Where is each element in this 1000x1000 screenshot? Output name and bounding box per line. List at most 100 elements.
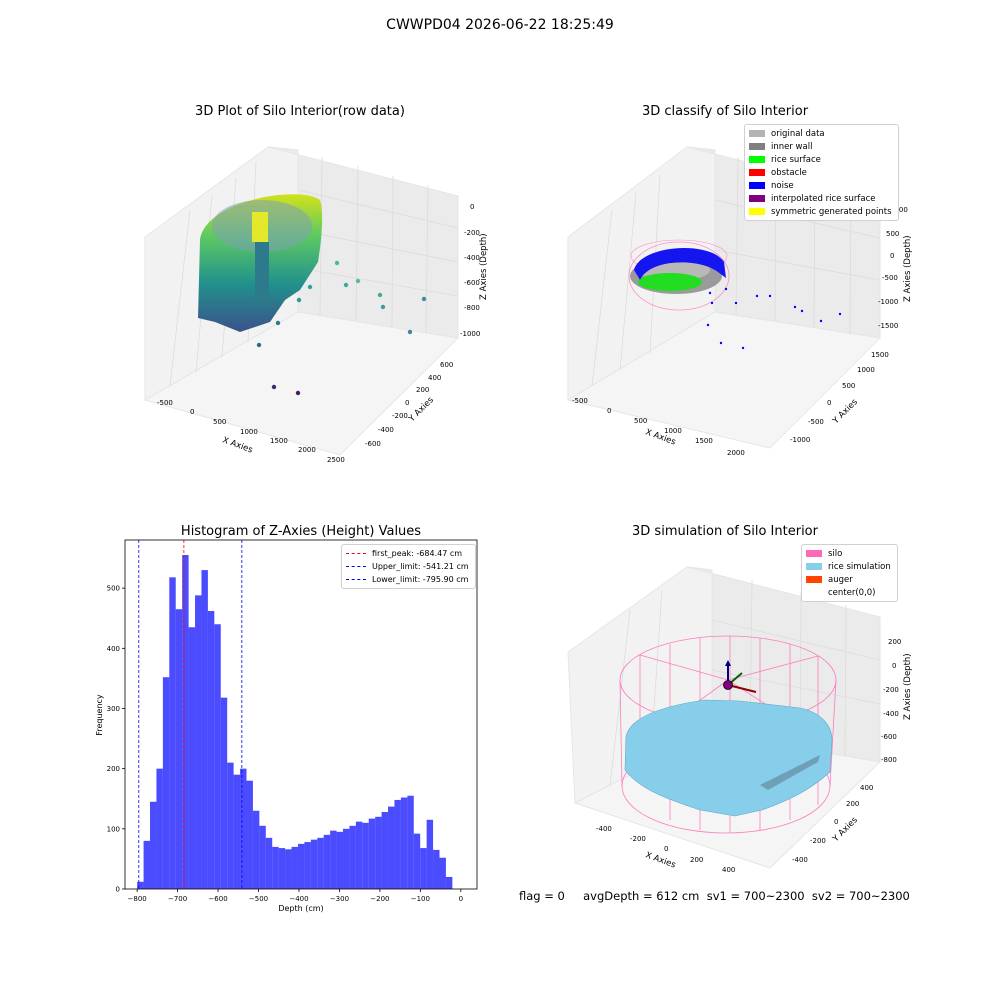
sim-ztick: -800 [881,756,897,764]
classify-noise-points [706,287,842,350]
raw-ztick: -200 [464,229,480,237]
classify-ytick: 1000 [857,366,875,374]
raw-scatter-points [256,260,427,396]
histogram-bar [381,811,389,889]
raw-xtick: 1000 [240,428,258,436]
histogram-bar [156,768,163,889]
histogram-bar [240,768,247,889]
histogram-bar [323,834,331,889]
classify-ztick: 0 [890,252,894,260]
sim-z-tick-labels: 200 0 -200 -400 -600 -800 [881,638,901,764]
raw-ztick: 0 [470,203,474,211]
histogram-bar [169,577,176,889]
histogram-bar [388,806,395,889]
legend-label: rice surface [771,154,821,165]
raw-ztick: -400 [464,254,480,262]
sim-auger-arrow-z [725,660,731,666]
sim-ytick: 200 [846,800,859,808]
legend-item: interpolated rice surface [749,192,892,205]
raw-ztick: -1000 [460,330,480,338]
legend-line [346,553,366,554]
raw-z-tick-labels: 0 -200 -400 -600 -800 -1000 [460,203,480,338]
histogram-bar [297,843,305,889]
histogram-bar [188,627,196,889]
raw-x-axis-label: X Axies [221,435,254,455]
classify-z-axis-label: Z Axies (Depth) [903,235,913,302]
classify-3d-plot[interactable]: -500 0 500 1000 1500 2000 X Axies -1000 … [500,0,1000,500]
histogram-bar [265,837,273,889]
histogram-bar [433,849,440,889]
raw-panel-title: 3D Plot of Silo Interior(row data) [195,104,405,119]
sim-ytick: -400 [792,856,808,864]
raw-obstacle-column [255,242,269,302]
classify-ztick: -1500 [878,322,898,330]
legend-label: interpolated rice surface [771,193,876,204]
legend-swatch [749,208,765,215]
legend-swatch [806,563,822,570]
figure-title: CWWPD04 2026-06-22 18:25:49 [386,17,614,33]
legend-label: noise [771,180,794,191]
histogram-bar [330,830,337,889]
raw-y-tick-labels: -600 -400 -200 0 200 400 600 [365,361,453,448]
raw-xtick: 500 [213,418,226,426]
x-tick-label: −600 [208,895,227,903]
sim-x-axis-label: X Axies [644,850,677,870]
classify-noise-cluster [634,248,726,280]
raw-3d-plot[interactable]: -500 0 500 1000 1500 2000 2500 X Axies -… [0,0,500,500]
classify-xtick: 500 [634,417,647,425]
histogram-x-ticks: −800 −700 −600 −500 −400 −300 −200 −100 0 [128,889,463,903]
sim-z-axis-label: Z Axies (Depth) [903,653,913,720]
histogram-bar [182,555,189,889]
classify-ytick: 0 [827,399,831,407]
legend-item: symmetric generated points [749,205,892,218]
legend-line [346,579,366,580]
sim-ztick: -200 [883,686,899,694]
classify-ztick: 500 [886,230,899,238]
classify-ytick: -1000 [790,436,810,444]
raw-z-axis-label: Z Axies (Depth) [479,233,489,300]
sim-ztick: -400 [883,710,899,718]
legend-label: Upper_limit: -541.21 cm [372,562,469,571]
legend-swatch [749,169,765,176]
x-tick-label: −100 [411,895,430,903]
sim-xtick: 0 [664,845,668,853]
histogram-bar [342,828,350,889]
histogram-bar [400,797,408,889]
histogram-bar [233,774,241,889]
histogram-chart[interactable]: −800 −700 −600 −500 −400 −300 −200 −100 0 0 100 20… [0,500,500,920]
histogram-bars [137,555,453,889]
x-tick-label: −300 [330,895,349,903]
raw-xtick: 1500 [270,437,288,445]
histogram-bar [272,846,279,889]
sim-y-tick-labels: -400 -200 0 200 400 [792,784,873,864]
raw-ytick: 0 [405,399,409,407]
histogram-bar [259,825,266,889]
histogram-bar [195,595,202,889]
classify-xtick: 2000 [727,449,745,457]
legend-label: center(0,0) [828,587,876,598]
histogram-bar [214,624,221,889]
raw-xtick: 2500 [327,456,345,464]
legend-label: original data [771,128,825,139]
sim-xtick: 400 [722,866,735,874]
raw-xtick: -500 [157,399,173,407]
histogram-bar [310,839,318,889]
histogram-bar [336,831,343,889]
histogram-bar [304,842,311,889]
y-tick-label: 500 [107,585,120,593]
raw-ytick: -600 [365,440,381,448]
classify-ytick: 500 [842,382,855,390]
raw-ytick: 200 [416,386,429,394]
sim-ztick: 0 [892,662,896,670]
legend-line [346,566,366,567]
legend-item: silo [806,547,891,560]
classify-xtick: 1000 [664,427,682,435]
histogram-bar [375,816,382,889]
legend-item: original data [749,127,892,140]
legend-swatch [749,156,765,163]
sim-xtick: -200 [630,835,646,843]
legend-label: symmetric generated points [771,206,892,217]
sim-rice-ridge [760,755,820,790]
histogram-bar [317,837,324,889]
simulation-3d-plot[interactable]: -400 -200 0 200 400 X Axies -400 -200 0 … [500,500,1000,900]
